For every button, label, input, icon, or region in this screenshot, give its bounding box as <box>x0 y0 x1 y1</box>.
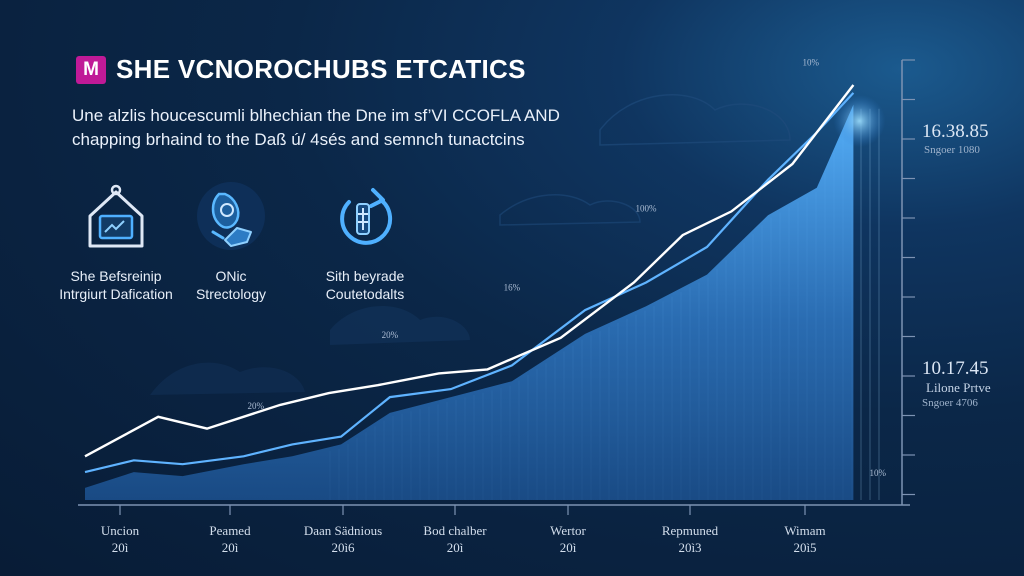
x-tick-year: 20ì6 <box>331 540 355 555</box>
feature-label-line-1: Sith beyrade <box>325 268 405 284</box>
side-line-bottom: Lilone Prtve <box>926 380 991 395</box>
side-sub-top: Sngoer 1080 <box>924 144 980 156</box>
x-tick-label: Bod chalber <box>423 523 487 538</box>
hand-coin-icon <box>197 182 265 250</box>
brand-header: M SHE VCNOROCHUBS ETCATICS <box>76 54 526 85</box>
subtitle-line-2: chapping brhaind to the Daß ú/ 4sés and … <box>72 130 525 149</box>
x-tick-label: Wimam <box>784 523 825 538</box>
x-tick-label: Peamed <box>209 523 251 538</box>
data-labels: 20% 20% 16% 100% 10% 10% <box>248 57 887 478</box>
x-tick-year: 20ì <box>112 540 129 555</box>
feature-label-line-2: Strectology <box>195 286 267 302</box>
feature-label-line-2: Intrgiurt Dafication <box>59 286 173 302</box>
feature-item: She Befsreinip Intrgiurt Dafication <box>41 180 191 303</box>
data-label: 20% <box>248 401 265 411</box>
refresh-bolt-icon <box>340 188 393 245</box>
subtitle-line-1: Une alzlis houcescumli blhechian the Dne… <box>72 106 560 125</box>
feature-label-line-2: Coutetodalts <box>325 286 405 302</box>
x-tick-label: Daan Sädnious <box>304 523 382 538</box>
area-series <box>85 104 854 501</box>
feature-item: ONic Strectology <box>156 180 306 303</box>
x-tick-label: Repmuned <box>662 523 719 538</box>
data-label: 16% <box>504 282 521 292</box>
cloud-decoration <box>150 362 305 395</box>
x-tick-label: Wertor <box>550 523 586 538</box>
feature-label-line-1: She Befsreinip <box>70 268 162 284</box>
data-label: 100% <box>636 203 658 213</box>
x-axis-ticks <box>119 505 806 515</box>
y-axis-ticks <box>902 59 915 496</box>
x-tick-year: 20ì3 <box>678 540 701 555</box>
side-sub-bottom: Sngoer 4706 <box>922 397 978 409</box>
feature-item: Sith beyrade Coutetodalts <box>290 180 440 303</box>
x-tick-year: 20ì <box>447 540 464 555</box>
white-series-line <box>84 84 855 458</box>
data-label: 20% <box>382 330 399 340</box>
side-value-top: 16.38.85 <box>922 121 989 142</box>
highlight-glow <box>833 95 886 147</box>
x-axis-labels: Uncion 20ì Peamed 20ì Daan Sädnious 20ì6 Bod c… <box>101 523 826 555</box>
x-tick-year: 20ì5 <box>793 540 816 555</box>
page-subtitle: Une alzlis houcescumli blhechian the Dne… <box>72 104 572 152</box>
cloud-decoration <box>330 306 470 345</box>
blue-series-line <box>84 92 855 474</box>
brand-logo: M <box>76 55 106 84</box>
data-label: 10% <box>802 57 819 67</box>
x-tick-year: 20ì <box>560 540 577 555</box>
x-tick-year: 20ì <box>222 540 239 555</box>
cloud-decoration <box>599 94 791 146</box>
page-title: SHE VCNOROCHUBS ETCATICS <box>116 54 526 84</box>
feature-label-line-1: ONic <box>215 268 247 284</box>
cloud-decoration <box>499 194 641 226</box>
house-frame-icon <box>88 184 144 248</box>
data-label: 10% <box>870 468 887 478</box>
side-value-bottom: 10.17.45 <box>922 358 989 379</box>
x-tick-label: Uncion <box>101 523 140 538</box>
